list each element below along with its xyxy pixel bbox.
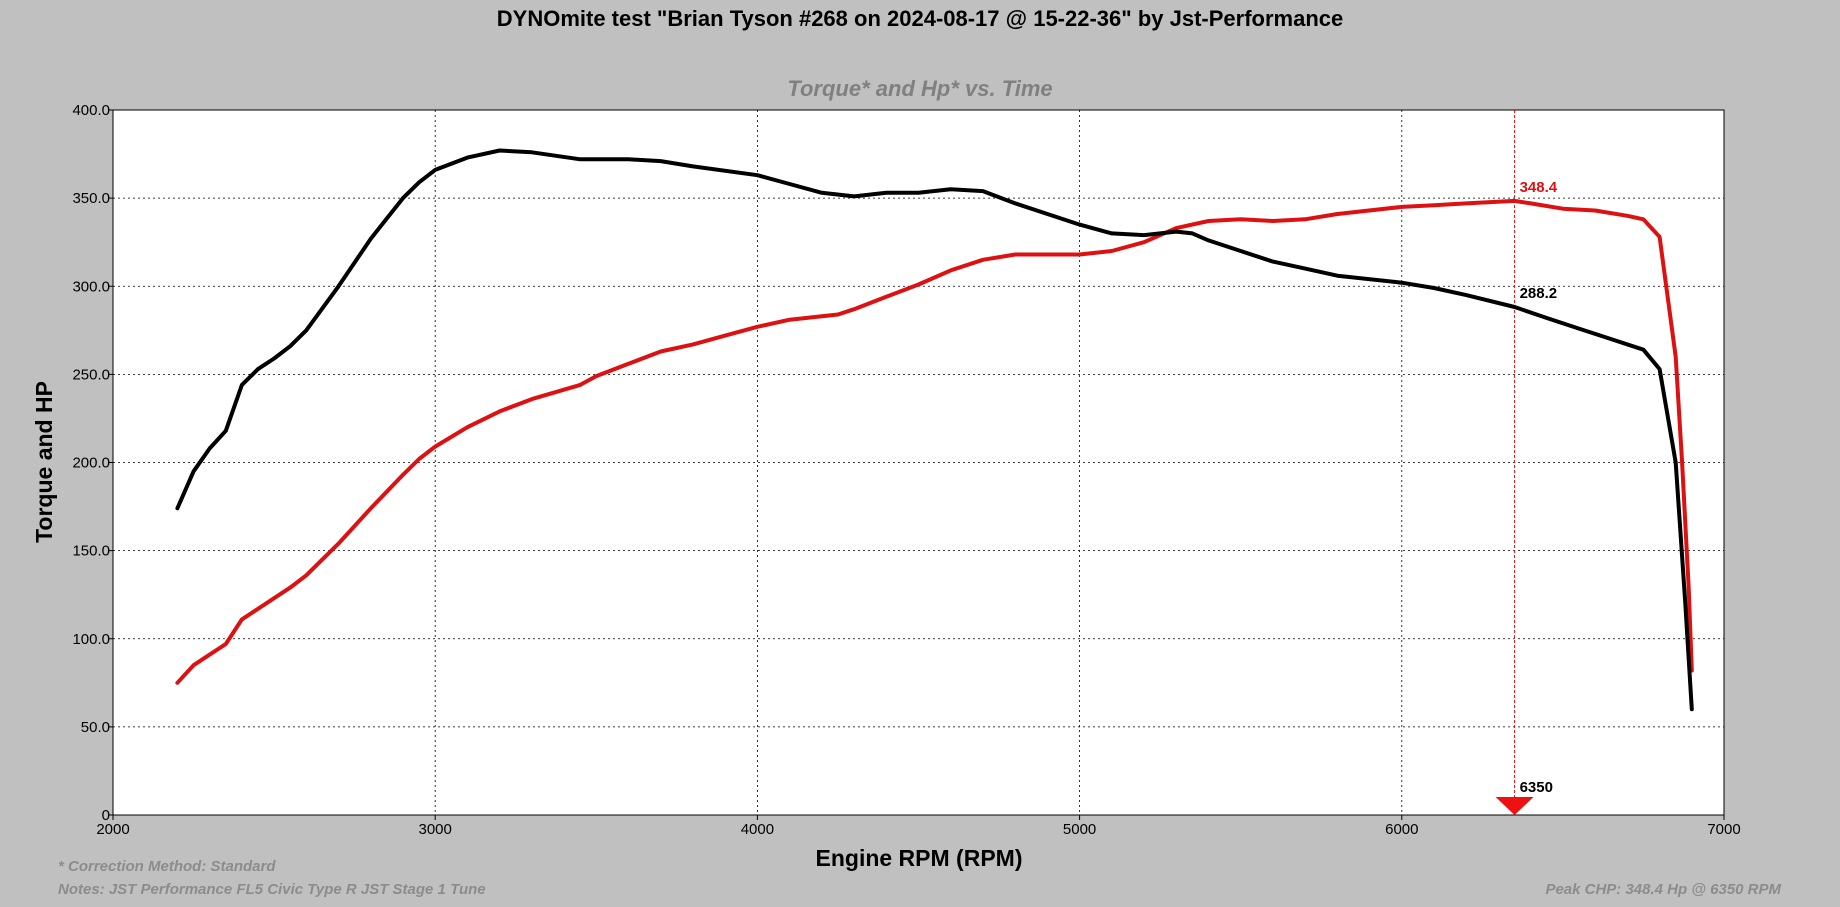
y-axis-ticks: 0 50.0 100.0 150.0 200.0 250.0 300.0 350.0 400.0 xyxy=(72,102,113,824)
torque-line xyxy=(175,148,1694,712)
y-tick-label: 200.0 xyxy=(72,455,110,472)
x-tick-label: 3000 xyxy=(419,821,452,838)
x-tick-label: 7000 xyxy=(1707,821,1740,838)
x-tick-label: 2000 xyxy=(96,821,129,838)
notes-text: Notes: JST Performance FL5 Civic Type R … xyxy=(58,881,486,898)
y-tick-label: 0 xyxy=(102,807,110,824)
rpm-cursor-marker[interactable] xyxy=(1495,797,1534,815)
x-tick-label: 5000 xyxy=(1063,821,1096,838)
torque-at-cursor-label: 288.2 xyxy=(1520,285,1558,302)
y-tick-label: 400.0 xyxy=(72,102,110,119)
correction-method-note: * Correction Method: Standard xyxy=(58,858,276,875)
hp-line xyxy=(175,198,1694,685)
y-tick-label: 350.0 xyxy=(72,190,110,207)
peak-chp-text: Peak CHP: 348.4 Hp @ 6350 RPM xyxy=(1545,881,1781,898)
x-tick-label: 4000 xyxy=(741,821,774,838)
annotations: 348.4 288.2 6350 xyxy=(1520,179,1558,796)
y-tick-label: 300.0 xyxy=(72,278,110,295)
x-axis-label: Engine RPM (RPM) xyxy=(816,845,1023,871)
chart-title: DYNOmite test "Brian Tyson #268 on 2024-… xyxy=(497,6,1343,31)
y-tick-label: 100.0 xyxy=(72,631,110,648)
y-tick-label: 50.0 xyxy=(81,719,110,736)
chart-subtitle: Torque* and Hp* vs. Time xyxy=(787,76,1052,101)
hp-peak-label: 348.4 xyxy=(1520,179,1558,196)
x-tick-label: 6000 xyxy=(1385,821,1418,838)
series-layer xyxy=(175,148,1694,712)
y-tick-label: 250.0 xyxy=(72,366,110,383)
cursor-rpm-label: 6350 xyxy=(1520,779,1553,796)
y-tick-label: 150.0 xyxy=(72,543,110,560)
x-axis-ticks: 2000 3000 4000 5000 6000 7000 xyxy=(96,815,1741,838)
y-axis-label: Torque and HP xyxy=(31,381,57,543)
